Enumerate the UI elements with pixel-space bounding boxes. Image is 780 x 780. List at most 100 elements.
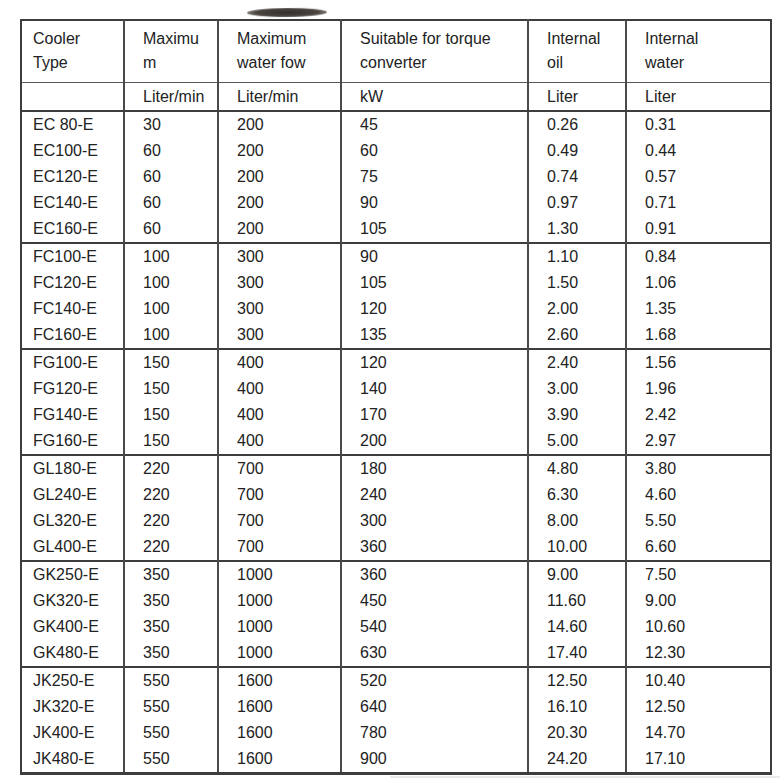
value-cell: 1000 bbox=[218, 640, 341, 667]
value-cell: 7.50 bbox=[626, 561, 771, 588]
value-cell: 6.60 bbox=[626, 534, 771, 561]
value-cell: 0.91 bbox=[626, 216, 771, 243]
value-cell: 10.00 bbox=[528, 534, 626, 561]
table-row: GK480-E350100063017.4012.30 bbox=[21, 640, 771, 667]
table-row: FG120-E1504001403.001.96 bbox=[21, 376, 771, 402]
value-cell: 550 bbox=[124, 667, 218, 694]
column-unit: Liter bbox=[626, 83, 771, 112]
value-cell: 5.50 bbox=[626, 508, 771, 534]
cooler-type-cell: JK250-E bbox=[21, 667, 124, 694]
cooler-type-cell: FG160-E bbox=[21, 428, 124, 455]
value-cell: 200 bbox=[218, 138, 341, 164]
value-cell: 1000 bbox=[218, 561, 341, 588]
value-cell: 12.50 bbox=[528, 667, 626, 694]
value-cell: 360 bbox=[341, 561, 528, 588]
table-row: EC160-E602001051.300.91 bbox=[21, 216, 771, 243]
table-row: JK480-E550160090024.2017.10 bbox=[21, 746, 771, 774]
value-cell: 300 bbox=[218, 322, 341, 349]
table-row: JK250-E550160052012.5010.40 bbox=[21, 667, 771, 694]
value-cell: 2.97 bbox=[626, 428, 771, 455]
value-cell: 60 bbox=[124, 190, 218, 216]
cooler-type-cell: EC 80-E bbox=[21, 111, 124, 138]
cooler-type-cell: FG120-E bbox=[21, 376, 124, 402]
column-header: Cooler Type bbox=[21, 20, 124, 83]
table-row: FG100-E1504001202.401.56 bbox=[21, 349, 771, 376]
value-cell: 8.00 bbox=[528, 508, 626, 534]
value-cell: 220 bbox=[124, 455, 218, 482]
table-row: FG140-E1504001703.902.42 bbox=[21, 402, 771, 428]
value-cell: 200 bbox=[218, 164, 341, 190]
value-cell: 700 bbox=[218, 534, 341, 561]
page-edge-artifact bbox=[390, 776, 780, 778]
table-row: GL400-E22070036010.006.60 bbox=[21, 534, 771, 561]
value-cell: 350 bbox=[124, 588, 218, 614]
value-cell: 1.68 bbox=[626, 322, 771, 349]
value-cell: 75 bbox=[341, 164, 528, 190]
header-row: Cooler TypeMaximu mMaximum water fowSuit… bbox=[21, 20, 771, 83]
table-row: FC140-E1003001202.001.35 bbox=[21, 296, 771, 322]
column-header: Maximum water fow bbox=[218, 20, 341, 83]
value-cell: 150 bbox=[124, 376, 218, 402]
value-cell: 400 bbox=[218, 376, 341, 402]
value-cell: 360 bbox=[341, 534, 528, 561]
value-cell: 135 bbox=[341, 322, 528, 349]
value-cell: 220 bbox=[124, 508, 218, 534]
value-cell: 14.70 bbox=[626, 720, 771, 746]
table-row: GK320-E350100045011.609.00 bbox=[21, 588, 771, 614]
cooler-type-cell: GL180-E bbox=[21, 455, 124, 482]
value-cell: 240 bbox=[341, 482, 528, 508]
value-cell: 60 bbox=[124, 138, 218, 164]
value-cell: 45 bbox=[341, 111, 528, 138]
cooler-type-cell: JK400-E bbox=[21, 720, 124, 746]
table-group: EC 80-E30200450.260.31EC100-E60200600.49… bbox=[21, 111, 771, 243]
column-header: Internal oil bbox=[528, 20, 626, 83]
cooler-type-cell: GK400-E bbox=[21, 614, 124, 640]
cooler-type-cell: GL240-E bbox=[21, 482, 124, 508]
table-row: FC160-E1003001352.601.68 bbox=[21, 322, 771, 349]
value-cell: 100 bbox=[124, 322, 218, 349]
value-cell: 6.30 bbox=[528, 482, 626, 508]
cooler-spec-table: Cooler TypeMaximu mMaximum water fowSuit… bbox=[20, 19, 772, 775]
table-row: EC100-E60200600.490.44 bbox=[21, 138, 771, 164]
cooler-type-cell: GK320-E bbox=[21, 588, 124, 614]
value-cell: 300 bbox=[218, 270, 341, 296]
value-cell: 1.10 bbox=[528, 243, 626, 270]
value-cell: 10.60 bbox=[626, 614, 771, 640]
column-header: Maximu m bbox=[124, 20, 218, 83]
table-row: FC120-E1003001051.501.06 bbox=[21, 270, 771, 296]
cooler-type-cell: GK250-E bbox=[21, 561, 124, 588]
value-cell: 90 bbox=[341, 243, 528, 270]
scan-smudge-artifact bbox=[247, 8, 327, 18]
value-cell: 200 bbox=[218, 216, 341, 243]
column-unit: Liter/min bbox=[218, 83, 341, 112]
value-cell: 0.57 bbox=[626, 164, 771, 190]
value-cell: 520 bbox=[341, 667, 528, 694]
value-cell: 4.60 bbox=[626, 482, 771, 508]
column-header: Internal water bbox=[626, 20, 771, 83]
value-cell: 1.06 bbox=[626, 270, 771, 296]
value-cell: 300 bbox=[218, 296, 341, 322]
value-cell: 630 bbox=[341, 640, 528, 667]
table-row: GK250-E35010003609.007.50 bbox=[21, 561, 771, 588]
cooler-type-cell: FC100-E bbox=[21, 243, 124, 270]
cooler-type-cell: GL400-E bbox=[21, 534, 124, 561]
table-row: GL320-E2207003008.005.50 bbox=[21, 508, 771, 534]
value-cell: 0.74 bbox=[528, 164, 626, 190]
value-cell: 150 bbox=[124, 402, 218, 428]
value-cell: 400 bbox=[218, 349, 341, 376]
cooler-type-cell: FC120-E bbox=[21, 270, 124, 296]
value-cell: 300 bbox=[341, 508, 528, 534]
cooler-type-cell: FC140-E bbox=[21, 296, 124, 322]
value-cell: 350 bbox=[124, 614, 218, 640]
value-cell: 350 bbox=[124, 561, 218, 588]
value-cell: 200 bbox=[218, 111, 341, 138]
cooler-type-cell: JK320-E bbox=[21, 694, 124, 720]
value-cell: 4.80 bbox=[528, 455, 626, 482]
value-cell: 150 bbox=[124, 349, 218, 376]
value-cell: 450 bbox=[341, 588, 528, 614]
value-cell: 0.71 bbox=[626, 190, 771, 216]
value-cell: 60 bbox=[341, 138, 528, 164]
column-unit: Liter bbox=[528, 83, 626, 112]
cooler-type-cell: JK480-E bbox=[21, 746, 124, 774]
value-cell: 1000 bbox=[218, 614, 341, 640]
